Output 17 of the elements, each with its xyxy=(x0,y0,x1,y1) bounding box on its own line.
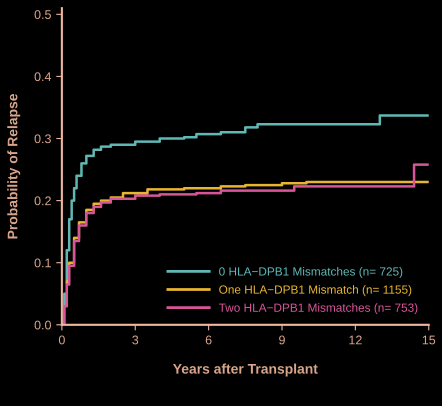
x-tick-label: 6 xyxy=(206,336,212,344)
y-tick-label: 0.0 xyxy=(34,320,51,330)
legend-label: Two HLA−DPB1 Mismatches (n= 753) xyxy=(218,303,418,314)
x-tick-label: 15 xyxy=(422,336,436,344)
x-tick-label: 0 xyxy=(58,336,65,344)
legend-label: One HLA−DPB1 Mismatch (n= 1155) xyxy=(219,285,412,296)
x-axis-title: Years after Transplant xyxy=(172,364,318,376)
y-tick-label: 0.3 xyxy=(34,134,51,144)
x-tick-label: 12 xyxy=(349,336,362,344)
y-axis-title: Probability of Relapse xyxy=(7,94,20,238)
y-tick-label: 0.2 xyxy=(34,196,51,206)
y-tick-label: 0.1 xyxy=(34,258,51,268)
x-tick-label: 9 xyxy=(279,336,285,344)
legend-label: 0 HLA−DPB1 Mismatches (n= 725) xyxy=(219,266,402,278)
y-tick-label: 0.4 xyxy=(34,72,52,82)
x-tick-label: 3 xyxy=(132,336,138,344)
y-tick-label: 0.5 xyxy=(34,10,51,19)
